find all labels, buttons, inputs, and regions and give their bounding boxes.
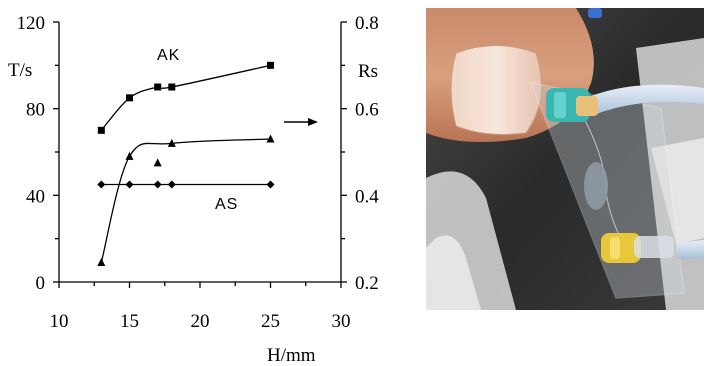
chart: 10 15 20 25 30 0 40 80 120 0.2 0.4 0.6 0.8 T/s Rs H/… — [8, 13, 380, 366]
series-label-as: AS — [215, 196, 238, 213]
marker-as — [167, 180, 176, 189]
y-left-tick-label: 0 — [36, 273, 46, 294]
x-axis-title: H/mm — [267, 345, 316, 366]
marker-as — [266, 180, 275, 189]
x-tick-label: 15 — [120, 311, 139, 332]
marker-series-1 — [153, 158, 162, 167]
y-right-tick-label: 0.4 — [355, 186, 379, 207]
chip-photo — [426, 8, 704, 310]
marker-as — [125, 180, 134, 189]
y-left-tick-label: 80 — [26, 100, 45, 121]
x-tick-label: 30 — [332, 311, 351, 332]
y-right-tick-label: 0.2 — [355, 273, 379, 294]
marker-ak — [126, 94, 133, 102]
marker-ak — [168, 83, 176, 91]
y-left-tick-label: 40 — [26, 186, 45, 207]
x-tick-label: 25 — [261, 311, 280, 332]
series-label-ak: AK — [157, 47, 180, 64]
marker-ak — [97, 126, 105, 134]
axes: 10 15 20 25 30 0 40 80 120 0.2 0.4 0.6 0.8 — [17, 13, 380, 332]
y-left-tick-label: 120 — [17, 13, 46, 34]
marker-series-1 — [266, 134, 275, 143]
marker-series-1 — [97, 258, 106, 266]
x-tick-label: 10 — [50, 311, 69, 332]
marker-ak — [267, 61, 274, 69]
y-left-axis-title: T/s — [8, 60, 32, 81]
x-tick-label: 20 — [191, 311, 210, 332]
y-right-axis-title: Rs — [358, 61, 378, 82]
markers — [97, 61, 275, 266]
marker-as — [97, 180, 106, 189]
y-right-tick-label: 0.6 — [355, 100, 379, 121]
marker-ak — [154, 83, 162, 91]
right-axis-arrow-icon — [284, 118, 318, 126]
marker-series-1 — [167, 138, 176, 147]
y-right-tick-label: 0.8 — [355, 13, 379, 34]
marker-as — [153, 180, 162, 189]
marker-series-1 — [125, 151, 134, 160]
line-series-1 — [100, 138, 271, 263]
